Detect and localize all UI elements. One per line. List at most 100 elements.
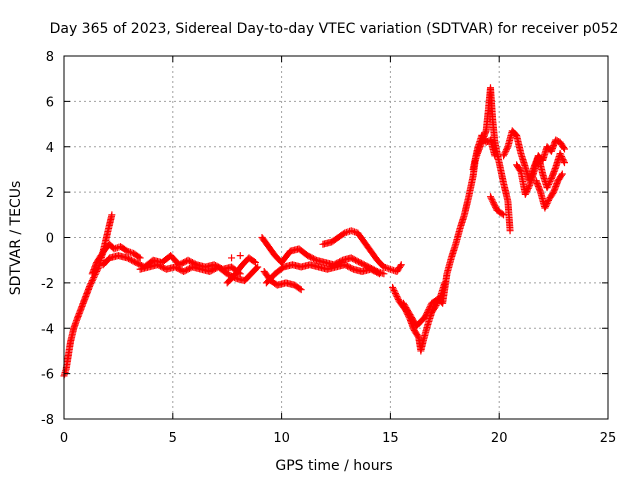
- data-point: [545, 181, 553, 189]
- data-point: [560, 145, 568, 153]
- data-point: [374, 269, 382, 277]
- data-point: [559, 156, 567, 164]
- data-point: [500, 150, 508, 158]
- data-point: [544, 182, 552, 190]
- data-point: [489, 199, 497, 207]
- y-tick-label: 8: [46, 50, 54, 65]
- data-point: [425, 305, 433, 313]
- data-point: [523, 186, 531, 194]
- y-tick-label: -6: [41, 368, 54, 383]
- data-point: [236, 252, 244, 260]
- data-point: [136, 254, 144, 262]
- data-point: [376, 270, 384, 278]
- data-point: [524, 184, 532, 192]
- data-point: [422, 311, 430, 319]
- y-tick-label: -8: [41, 413, 54, 428]
- data-point: [503, 144, 511, 152]
- data-point: [501, 149, 509, 157]
- data-point: [391, 289, 399, 297]
- x-tick-label: 25: [600, 431, 617, 446]
- data-point: [542, 201, 550, 209]
- x-tick-label: 10: [273, 431, 290, 446]
- data-point: [389, 283, 397, 291]
- y-tick-label: 0: [46, 232, 54, 247]
- data-point: [558, 170, 566, 178]
- axis-ticks: 0 5 10 15 20 25 -8 -6 -4 -2 0 2 4 6 8: [41, 50, 616, 446]
- data-point: [498, 210, 506, 218]
- data-point: [502, 146, 510, 154]
- data-point: [108, 211, 116, 219]
- y-tick-label: -4: [41, 322, 54, 337]
- x-tick-label: 15: [382, 431, 399, 446]
- y-tick-label: 2: [46, 186, 54, 201]
- data-point: [89, 275, 97, 283]
- data-point: [523, 187, 531, 195]
- data-point: [122, 246, 130, 254]
- x-tick-label: 5: [169, 431, 177, 446]
- data-point: [250, 258, 258, 266]
- data-point: [88, 278, 96, 286]
- data-point: [426, 304, 434, 312]
- data-point: [135, 253, 143, 261]
- data-point: [390, 286, 398, 294]
- data-point: [500, 211, 508, 219]
- chart-title: Day 365 of 2023, Sidereal Day-to-day VTE…: [50, 21, 619, 37]
- data-point: [557, 171, 565, 179]
- x-tick-label: 0: [60, 431, 68, 446]
- data-point: [228, 254, 236, 262]
- x-tick-label: 20: [491, 431, 508, 446]
- data-point: [543, 199, 551, 207]
- data-point: [560, 159, 568, 167]
- data-point: [556, 150, 564, 158]
- data-point: [544, 198, 552, 206]
- data-point: [521, 190, 529, 198]
- data-point: [486, 193, 494, 201]
- data-point: [558, 154, 566, 162]
- data-point: [88, 277, 96, 285]
- data-point: [391, 288, 399, 296]
- y-tick-label: 4: [46, 141, 54, 156]
- data-point: [546, 178, 554, 186]
- data-point: [545, 179, 553, 187]
- data-point: [423, 310, 431, 318]
- data-point: [392, 291, 400, 299]
- data-point: [488, 196, 496, 204]
- data-point: [296, 285, 304, 293]
- data-series: [60, 84, 568, 380]
- data-point: [502, 147, 510, 155]
- data-point: [506, 227, 514, 235]
- y-axis-label: SDTVAR / TECUs: [8, 181, 24, 296]
- data-point: [87, 280, 95, 288]
- data-point: [86, 281, 94, 289]
- data-point: [541, 204, 549, 212]
- data-point: [558, 153, 566, 161]
- data-point: [90, 274, 98, 282]
- data-point: [557, 151, 565, 159]
- data-point: [522, 189, 530, 197]
- data-point: [489, 197, 497, 205]
- y-tick-label: -2: [41, 277, 54, 292]
- data-point: [251, 258, 259, 266]
- data-point: [560, 144, 568, 152]
- data-point: [394, 294, 402, 302]
- data-point: [397, 261, 405, 269]
- data-point: [490, 200, 498, 208]
- data-point: [491, 202, 499, 210]
- data-point: [491, 152, 499, 160]
- data-point: [426, 302, 434, 310]
- data-point: [393, 292, 401, 300]
- data-point: [500, 152, 508, 160]
- data-point: [516, 166, 524, 174]
- data-point: [487, 194, 495, 202]
- data-point: [421, 313, 429, 321]
- data-point: [389, 285, 397, 293]
- data-point: [543, 184, 551, 192]
- y-tick-label: 6: [46, 95, 54, 110]
- data-point: [560, 157, 568, 165]
- data-point: [396, 262, 404, 270]
- data-point: [297, 286, 305, 294]
- x-axis-label: GPS time / hours: [275, 458, 392, 474]
- data-point: [424, 307, 432, 315]
- data-point: [253, 264, 261, 272]
